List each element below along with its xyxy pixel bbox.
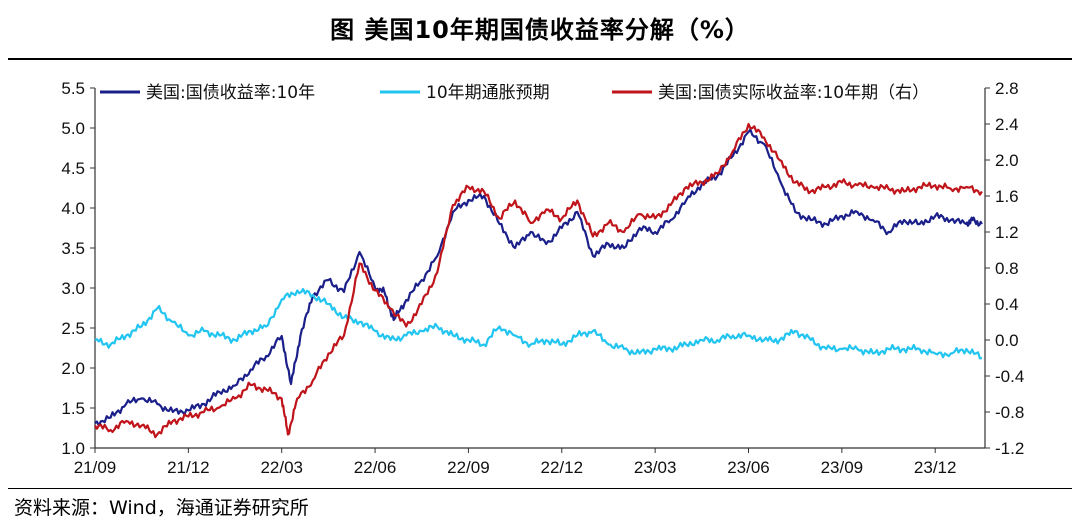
breakeven-inflation-line xyxy=(94,287,983,360)
right-tick-label: 2.8 xyxy=(995,79,1019,98)
real-yield-line xyxy=(94,122,983,439)
x-tick-label: 23/03 xyxy=(634,458,677,477)
x-tick-label: 22/12 xyxy=(541,458,584,477)
x-tick-label: 23/09 xyxy=(821,458,864,477)
title-divider xyxy=(8,58,1072,60)
chart-axes xyxy=(94,88,986,449)
right-tick-label: 2.4 xyxy=(995,115,1019,134)
right-tick-label: 1.6 xyxy=(995,187,1019,206)
legend-item-breakeven-inflation-label: 10年期通胀预期 xyxy=(426,83,550,103)
left-tick-label: 1.5 xyxy=(61,399,85,418)
source-divider xyxy=(8,488,1072,489)
left-tick-label: 3.5 xyxy=(61,239,85,258)
x-tick-label: 21/12 xyxy=(167,458,210,477)
x-tick-label: 22/09 xyxy=(447,458,490,477)
left-tick-label: 3.0 xyxy=(61,279,85,298)
x-tick-label: 23/06 xyxy=(727,458,770,477)
right-tick-label: 0.4 xyxy=(995,295,1019,314)
left-tick-label: 1.0 xyxy=(61,439,85,458)
legend-item-nominal-yield-label: 美国:国债收益率:10年 xyxy=(146,83,315,103)
source-note: 资料来源：Wind，海通证券研究所 xyxy=(14,497,309,519)
left-tick-label: 5.0 xyxy=(61,119,85,138)
x-tick-label: 21/09 xyxy=(74,458,117,477)
chart-legend: 美国:国债收益率:10年 10年期通胀预期 美国:国债实际收益率:10年期（右） xyxy=(100,83,929,103)
left-tick-label: 5.5 xyxy=(61,79,85,98)
x-axis-ticks: 21/09 21/12 22/03 22/06 22/09 22/12 23/03 23/06… xyxy=(74,448,957,477)
legend-item-real-yield-label: 美国:国债实际收益率:10年期（右） xyxy=(658,83,929,103)
right-tick-label: -0.8 xyxy=(995,403,1024,422)
x-tick-label: 22/06 xyxy=(354,458,397,477)
left-axis-ticks: 1.0 1.5 2.0 2.5 3.0 3.5 4.0 4.5 5.0 5.5 xyxy=(61,79,95,458)
left-tick-label: 4.0 xyxy=(61,199,85,218)
right-tick-label: 2.0 xyxy=(995,151,1019,170)
x-tick-label: 23/12 xyxy=(914,458,957,477)
nominal-yield-line xyxy=(94,128,983,427)
x-tick-label: 22/03 xyxy=(260,458,303,477)
right-tick-label: 1.2 xyxy=(995,223,1019,242)
right-axis-ticks: -1.2 -0.8 -0.4 0.0 0.4 0.8 1.2 1.6 2.0 2.4 2.8 xyxy=(985,79,1024,458)
series-lines xyxy=(94,122,983,439)
right-tick-label: -1.2 xyxy=(995,439,1024,458)
right-tick-label: 0.0 xyxy=(995,331,1019,350)
right-tick-label: -0.4 xyxy=(995,367,1024,386)
left-tick-label: 4.5 xyxy=(61,159,85,178)
right-tick-label: 0.8 xyxy=(995,259,1019,278)
line-chart: 1.01.52.02.53.03.54.04.55.05.5 -1.2-0.8-… xyxy=(61,79,1024,477)
left-tick-label: 2.0 xyxy=(61,359,85,378)
left-tick-label: 2.5 xyxy=(61,319,85,338)
chart-title: 图 美国10年期国债收益率分解（%） xyxy=(330,16,750,44)
